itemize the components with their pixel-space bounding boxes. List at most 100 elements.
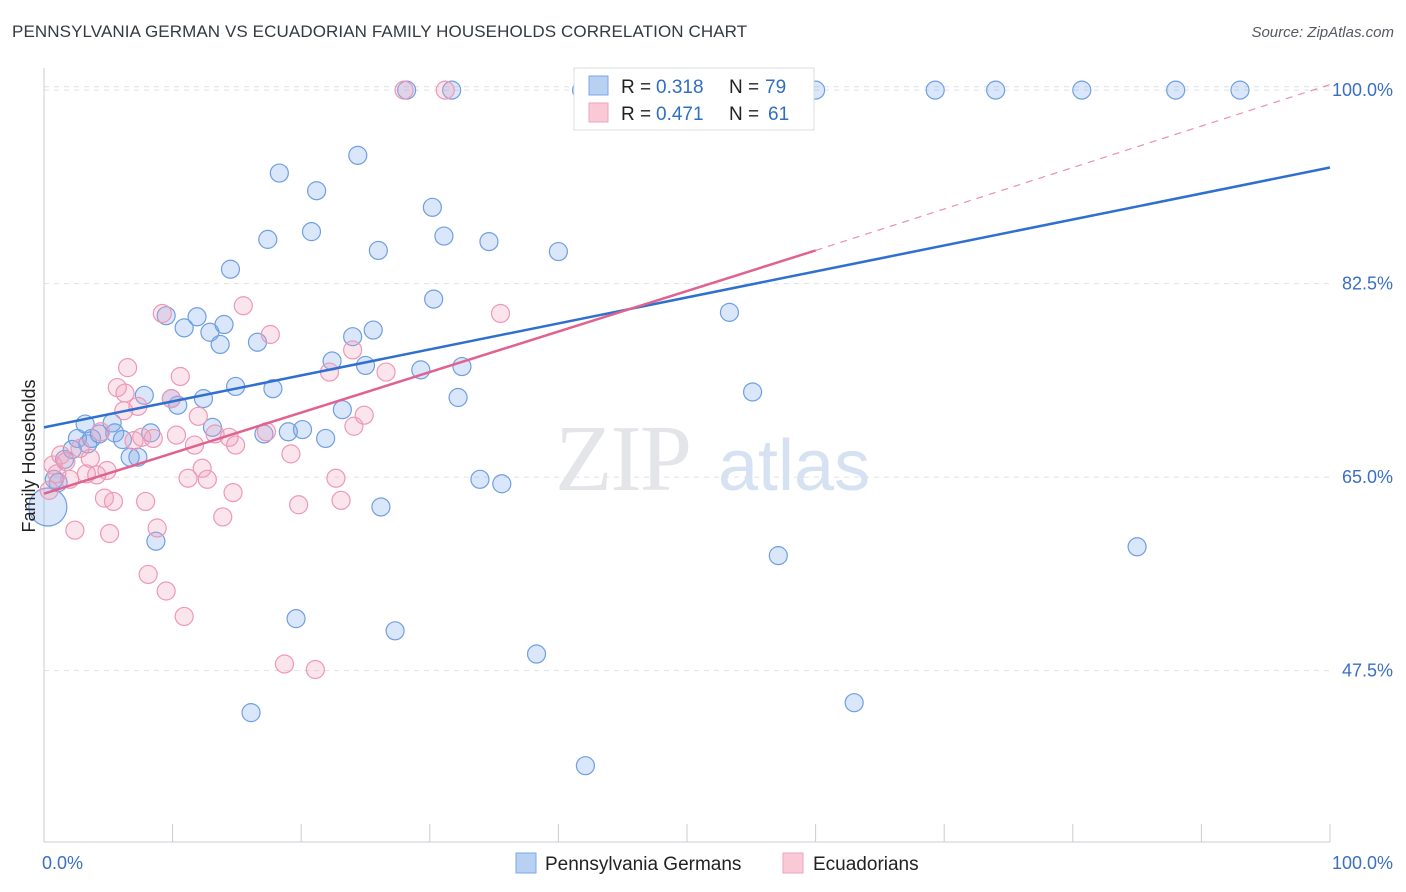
point-pennsylvania-german bbox=[1230, 80, 1250, 100]
trend-extension-ecuadorians bbox=[815, 84, 1331, 252]
point-pennsylvania-german bbox=[371, 497, 391, 517]
point-ecuadorian bbox=[166, 425, 187, 445]
point-ecuadorian bbox=[331, 490, 351, 510]
source-credit: Source: ZipAtlas.com bbox=[1251, 24, 1394, 41]
point-pennsylvania-german bbox=[363, 320, 383, 340]
point-pennsylvania-german bbox=[434, 226, 454, 246]
point-pennsylvania-german bbox=[258, 229, 278, 249]
y-tick-label: 100.0% bbox=[1332, 80, 1393, 100]
point-ecuadorian bbox=[80, 448, 100, 468]
point-ecuadorian bbox=[103, 491, 124, 512]
point-pennsylvania-german bbox=[526, 644, 547, 664]
point-pennsylvania-german bbox=[986, 80, 1006, 100]
point-pennsylvania-german bbox=[844, 693, 864, 713]
y-tick-labels: 47.5% 65.0% 82.5% 100.0% bbox=[1332, 80, 1393, 681]
trend-lines bbox=[43, 84, 1331, 495]
point-pennsylvania-german bbox=[742, 382, 763, 402]
point-pennsylvania-german bbox=[174, 318, 194, 338]
x-axis-ticks bbox=[43, 824, 1331, 842]
legend-r-label-blue: R = bbox=[621, 77, 651, 98]
point-ecuadorian bbox=[51, 445, 71, 465]
point-ecuadorian bbox=[161, 389, 181, 409]
point-pennsylvania-german bbox=[422, 197, 442, 217]
point-ecuadorian bbox=[226, 435, 246, 455]
point-ecuadorian bbox=[233, 296, 253, 316]
point-ecuadorian bbox=[192, 458, 212, 478]
point-pennsylvania-german bbox=[470, 469, 490, 489]
point-ecuadorian bbox=[223, 482, 243, 503]
point-pennsylvania-german bbox=[925, 80, 945, 100]
point-ecuadorian bbox=[99, 523, 120, 544]
x-tick-label-max: 100.0% bbox=[1332, 853, 1393, 873]
point-pennsylvania-german bbox=[241, 703, 261, 723]
point-ecuadorian bbox=[56, 452, 76, 472]
point-ecuadorian bbox=[152, 303, 172, 324]
legend-n-label-pink: N = bbox=[729, 104, 759, 125]
point-pennsylvania-german bbox=[269, 163, 289, 183]
watermark-zip: ZIP bbox=[555, 407, 690, 511]
point-pennsylvania-german bbox=[263, 379, 283, 399]
point-pennsylvania-german bbox=[448, 387, 468, 408]
point-ecuadorian bbox=[490, 303, 511, 324]
bottom-legend-swatch-blue bbox=[515, 852, 537, 874]
legend-r-label-pink: R = bbox=[621, 104, 651, 125]
point-ecuadorian bbox=[143, 428, 163, 449]
point-ecuadorian bbox=[147, 518, 167, 538]
point-pennsylvania-german bbox=[292, 419, 313, 440]
point-ecuadorian bbox=[170, 366, 190, 387]
point-pennsylvania-german bbox=[348, 145, 368, 165]
chart-title: PENNSYLVANIA GERMAN VS ECUADORIAN FAMILY… bbox=[12, 22, 748, 41]
point-ecuadorian bbox=[65, 520, 85, 540]
bottom-legend-label-blue: Pennsylvania Germans bbox=[545, 854, 741, 875]
point-ecuadorian bbox=[117, 358, 138, 378]
y-tick-label: 82.5% bbox=[1342, 274, 1393, 294]
point-ecuadorian bbox=[115, 383, 135, 403]
point-pennsylvania-german bbox=[307, 181, 327, 201]
point-pennsylvania-german bbox=[575, 756, 596, 776]
point-pennsylvania-german bbox=[316, 428, 336, 449]
legend-swatch-blue bbox=[588, 75, 609, 96]
legend-n-label-blue: N = bbox=[729, 77, 759, 98]
point-pennsylvania-german bbox=[134, 385, 154, 405]
point-pennsylvania-german bbox=[193, 389, 214, 409]
point-ecuadorian bbox=[394, 80, 414, 100]
point-pennsylvania-german bbox=[220, 259, 241, 279]
point-ecuadorian bbox=[435, 80, 455, 100]
bottom-legend-swatch-pink bbox=[782, 852, 804, 874]
point-pennsylvania-german bbox=[187, 307, 207, 327]
point-pennsylvania-german bbox=[452, 356, 472, 377]
point-ecuadorian bbox=[343, 340, 363, 360]
point-ecuadorian bbox=[326, 468, 346, 488]
point-pennsylvania-german bbox=[28, 487, 68, 527]
point-pennsylvania-german bbox=[548, 241, 569, 262]
point-pennsylvania-german bbox=[332, 400, 352, 420]
point-ecuadorian bbox=[174, 606, 194, 627]
point-pennsylvania-german bbox=[301, 222, 322, 242]
point-ecuadorian bbox=[90, 422, 111, 442]
trend-line-ecuadorians bbox=[43, 249, 816, 495]
x-tick-label-min: 0.0% bbox=[42, 853, 83, 873]
point-ecuadorian bbox=[156, 581, 176, 601]
point-pennsylvania-german bbox=[768, 546, 788, 566]
point-ecuadorian bbox=[305, 659, 325, 680]
watermark-atlas: atlas bbox=[718, 426, 870, 506]
point-pennsylvania-german bbox=[492, 474, 512, 494]
y-tick-label: 65.0% bbox=[1342, 467, 1393, 487]
point-pennsylvania-german bbox=[719, 302, 740, 322]
point-pennsylvania-german bbox=[355, 355, 376, 376]
point-pennsylvania-german bbox=[385, 621, 405, 641]
point-pennsylvania-german bbox=[286, 609, 306, 629]
point-pennsylvania-german bbox=[210, 334, 230, 355]
legend-n-value-blue: 79 bbox=[765, 77, 786, 98]
point-pennsylvania-german bbox=[214, 314, 234, 335]
point-pennsylvania-german bbox=[1127, 537, 1147, 557]
legend-r-value-pink: 0.471 bbox=[656, 104, 704, 125]
point-ecuadorian bbox=[281, 444, 301, 464]
point-pennsylvania-german bbox=[368, 240, 388, 261]
point-ecuadorian bbox=[70, 438, 90, 458]
y-tick-label: 47.5% bbox=[1342, 661, 1393, 681]
legend-r-value-blue: 0.318 bbox=[656, 77, 704, 98]
point-ecuadorian bbox=[354, 405, 374, 425]
point-ecuadorian bbox=[197, 469, 217, 489]
point-pennsylvania-german bbox=[105, 423, 125, 443]
